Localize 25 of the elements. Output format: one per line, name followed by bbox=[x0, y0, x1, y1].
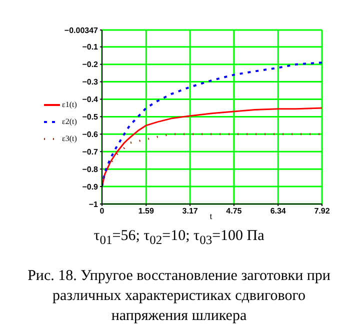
y-tick-label: −0.7 bbox=[82, 147, 99, 156]
y-tick-label: −0.4 bbox=[82, 95, 99, 104]
line-series bbox=[102, 62, 322, 188]
x-tick-label: 4.75 bbox=[226, 206, 242, 216]
y-tick-label: −0.6 bbox=[82, 130, 99, 139]
x-tick-label: 6.34 bbox=[270, 206, 286, 216]
y-tick-label: −0.00347 bbox=[64, 26, 99, 35]
y-tick-label: −1 bbox=[88, 200, 99, 209]
text: Рис. 18. Упругое восстановление заготовки при различных характеристиках сдвигового напряжения шликера bbox=[26, 267, 332, 326]
y-tick-label: −0.5 bbox=[82, 112, 99, 122]
y-tick-label: −0.1 bbox=[82, 42, 99, 52]
x-tick-label: 1.59 bbox=[138, 206, 154, 216]
legend-label: ε3(t) bbox=[62, 134, 77, 143]
y-tick-label: −0.8 bbox=[82, 164, 99, 174]
y-tick-label: −0.2 bbox=[82, 60, 99, 70]
x-tick-label: 0 bbox=[100, 206, 105, 216]
x-tick-label: 7.92 bbox=[314, 206, 330, 216]
text: τ$_{01}$=56; τ$_{02}$=10; τ$_{03}$=100 Па bbox=[92, 228, 266, 248]
x-axis-title: t bbox=[208, 211, 214, 221]
y-tick-label: −0.9 bbox=[82, 182, 99, 192]
y-tick-label: −0.3 bbox=[82, 78, 99, 87]
legend-label: ε1(t) bbox=[62, 100, 77, 109]
line-series bbox=[102, 133, 322, 188]
x-tick-label: 3.17 bbox=[182, 206, 198, 216]
legend-label: ε2(t) bbox=[62, 117, 77, 126]
